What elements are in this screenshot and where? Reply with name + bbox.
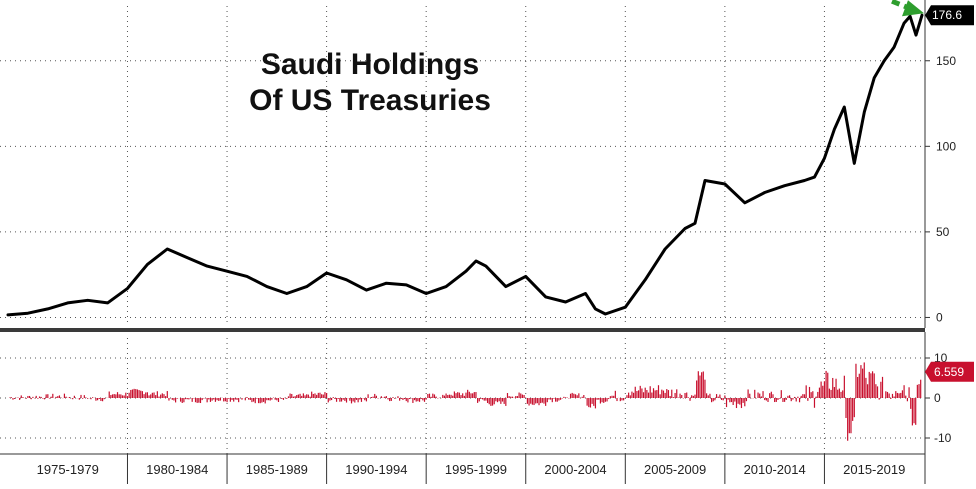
arrow-head (902, 0, 925, 17)
upper-panel: 0 50 100 150 176.6 (0, 0, 974, 328)
x-category-label-6: 2005-2009 (644, 462, 706, 477)
upper-y-tick-label-2: 100 (936, 139, 956, 153)
chart-title-line-2: Of US Treasuries (249, 84, 491, 117)
x-category-label-1: 1980-1984 (146, 462, 208, 477)
upper-y-tick-label-1: 50 (936, 225, 950, 239)
lower-panel: -10 0 106.559 (0, 332, 974, 484)
chart-title-line-1: Saudi Holdings (261, 48, 479, 81)
x-category-label-2: 1985-1989 (246, 462, 308, 477)
change-last-value-label: 6.559 (934, 365, 964, 379)
holdings-series-line (6, 13, 924, 317)
lower-y-tick-label-0: -10 (934, 431, 952, 445)
last-value-label: 176.6 (932, 8, 962, 22)
x-axis: 1975-1979 1980-1984 1985-1989 1990-1994 1995… (0, 453, 925, 484)
lower-y-tick-label-1: 0 (934, 391, 941, 405)
x-category-label-4: 1995-1999 (445, 462, 507, 477)
upper-y-tick-label-3: 150 (936, 54, 956, 68)
panel-separator (0, 328, 925, 332)
upper-y-tick-label-0: 0 (936, 310, 943, 324)
lower-y-tick-label-2: 10 (934, 351, 948, 365)
x-category-label-3: 1990-1994 (345, 462, 407, 477)
last-value-flag (925, 5, 974, 26)
x-category-label-5: 2000-2004 (544, 462, 606, 477)
x-category-label-7: 2010-2014 (744, 462, 806, 477)
x-category-label-8: 2015-2019 (843, 462, 905, 477)
change-last-value-flag (925, 361, 974, 382)
x-category-label-0: 1975-1979 (37, 462, 99, 477)
